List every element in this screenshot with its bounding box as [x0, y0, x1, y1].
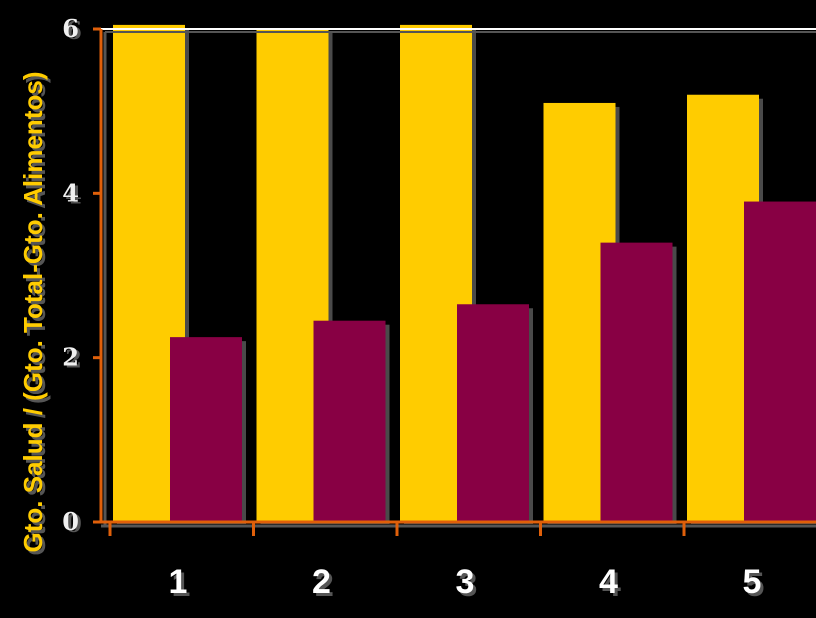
- y-tick-label-shadow: 2: [65, 345, 82, 374]
- y-tick-label-4: 4: [62, 178, 79, 207]
- x-tick-label-shadow: 3: [459, 566, 478, 604]
- y-axis-title-shadow: Gto. Salud / (Gto. Total-Gto. Alimentos): [21, 75, 51, 556]
- y-axis-title: Gto. Salud / (Gto. Total-Gto. Alimentos): [18, 72, 48, 553]
- y-tick-label-2: 2: [62, 343, 79, 372]
- y-tick-label-0: 0: [62, 507, 79, 536]
- x-tick-label-3: 3: [456, 563, 475, 601]
- bar-2-4: [600, 242, 673, 522]
- bar-2-3: [457, 304, 529, 522]
- x-tick-label-shadow: 5: [746, 566, 765, 604]
- y-tick-label-shadow: 6: [65, 16, 82, 45]
- x-tick-label-shadow: 4: [602, 566, 621, 604]
- y-tick-label-6: 6: [62, 14, 79, 43]
- x-tick-label-shadow: 2: [315, 566, 334, 604]
- x-tick-label-shadow: 1: [172, 566, 191, 604]
- y-tick-label-shadow: 4: [65, 180, 82, 209]
- bar-2-5: [744, 201, 816, 523]
- x-tick-label-1: 1: [169, 563, 188, 601]
- bar-2-1: [170, 337, 242, 522]
- y-tick-label-shadow: 0: [65, 509, 82, 538]
- x-tick-label-2: 2: [312, 563, 331, 601]
- plot-area: [113, 24, 816, 525]
- bar-2-2: [313, 320, 386, 522]
- x-tick-label-4: 4: [599, 563, 618, 601]
- axes: [93, 27, 816, 536]
- x-tick-label-5: 5: [743, 563, 762, 601]
